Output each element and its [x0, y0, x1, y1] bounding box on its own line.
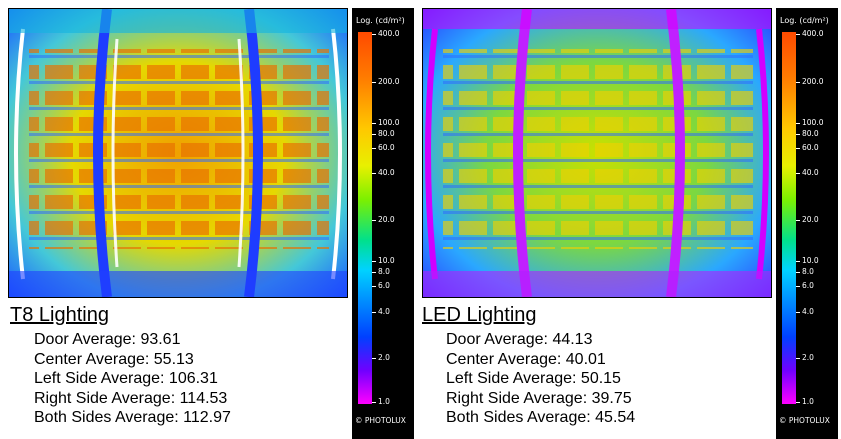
scale-tick: 4.0: [796, 308, 814, 316]
scale-tick: 60.0: [372, 144, 395, 152]
scale-tick: 10.0: [372, 257, 395, 265]
caption-title: T8 Lighting: [10, 304, 109, 326]
panel-led: Log. (cd/m²) 400.0 200.0 100.0 80.0 60.0…: [420, 0, 841, 439]
scale-title: Log. (cd/m²): [356, 16, 405, 25]
scale-tick: 8.0: [372, 268, 390, 276]
scale-tick: 400.0: [372, 30, 399, 38]
scale-tick: 6.0: [796, 282, 814, 290]
scale-title: Log. (cd/m²): [780, 16, 829, 25]
stat-both-sides-average: Both Sides Average: 112.97: [34, 409, 231, 427]
color-scale-led: Log. (cd/m²) 400.0 200.0 100.0 80.0 60.0…: [776, 8, 838, 439]
scale-tick: 2.0: [372, 354, 390, 362]
scale-tick: 80.0: [796, 130, 819, 138]
scale-tick: 80.0: [372, 130, 395, 138]
stat-left-side-average: Left Side Average: 50.15: [446, 370, 621, 388]
scale-tick: 2.0: [796, 354, 814, 362]
scale-tick: 40.0: [372, 169, 395, 177]
scale-tick: 1.0: [796, 398, 814, 406]
scale-tick: 200.0: [796, 78, 823, 86]
stat-door-average: Door Average: 93.61: [34, 331, 181, 348]
scale-tick: 100.0: [372, 119, 399, 127]
thermal-image-graphic: [423, 9, 771, 297]
scale-tick: 200.0: [372, 78, 399, 86]
caption-led: LED Lighting Door Average: 44.13 Center …: [422, 304, 762, 428]
stat-both-sides-average: Both Sides Average: 45.54: [446, 409, 636, 427]
scale-tick: 4.0: [372, 308, 390, 316]
stats-list: Door Average: 93.61 Center Average: 55.1…: [34, 330, 350, 428]
stats-list: Door Average: 44.13 Center Average: 40.0…: [446, 330, 762, 428]
thermal-image-t8: [8, 8, 348, 298]
scale-gradient-bar: [358, 32, 372, 404]
stat-center-average: Center Average: 55.13: [34, 350, 194, 368]
scale-tick: 60.0: [796, 144, 819, 152]
thermal-image-led: [422, 8, 772, 298]
scale-tick: 40.0: [796, 169, 819, 177]
photolux-credit: © PHOTOLUX: [355, 416, 406, 425]
scale-tick: 6.0: [372, 282, 390, 290]
scale-tick: 1.0: [372, 398, 390, 406]
scale-tick: 20.0: [372, 216, 395, 224]
color-scale-t8: Log. (cd/m²) 400.0 200.0 100.0 80.0 60.0…: [352, 8, 414, 439]
stat-right-side-average: Right Side Average: 114.53: [34, 389, 228, 407]
stat-door-average: Door Average: 44.13: [446, 331, 593, 348]
panel-t8: Log. (cd/m²) 400.0 200.0 100.0 80.0 60.0…: [0, 0, 416, 439]
scale-tick: 10.0: [796, 257, 819, 265]
scale-gradient-bar: [782, 32, 796, 404]
scale-tick: 8.0: [796, 268, 814, 276]
thermal-image-graphic: [9, 9, 347, 297]
caption-t8: T8 Lighting Door Average: 93.61 Center A…: [10, 304, 350, 428]
scale-tick: 100.0: [796, 119, 823, 127]
photolux-credit: © PHOTOLUX: [779, 416, 830, 425]
stat-center-average: Center Average: 40.01: [446, 350, 606, 368]
stat-left-side-average: Left Side Average: 106.31: [34, 370, 218, 388]
scale-tick: 20.0: [796, 216, 819, 224]
stat-right-side-average: Right Side Average: 39.75: [446, 389, 632, 407]
scale-tick: 400.0: [796, 30, 823, 38]
caption-title: LED Lighting: [422, 304, 537, 326]
